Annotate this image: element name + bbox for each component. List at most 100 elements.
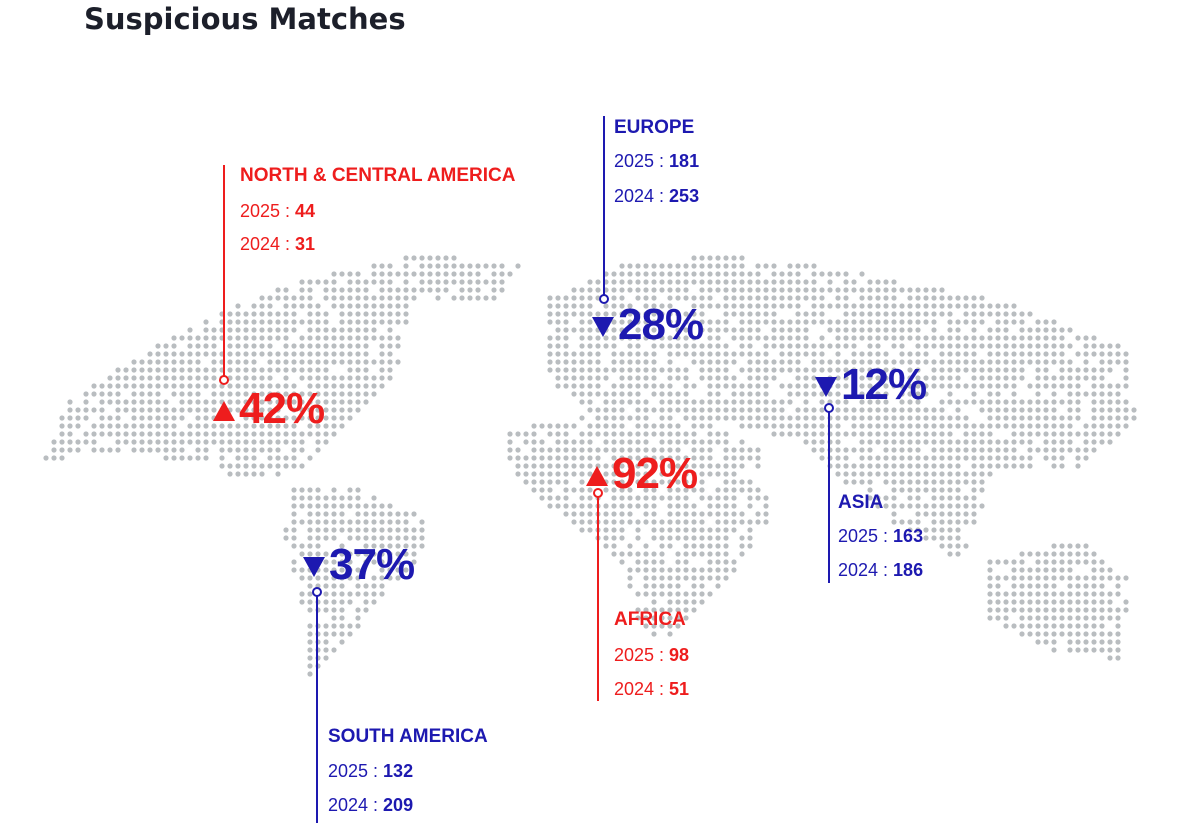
map-dot bbox=[627, 319, 633, 325]
map-dot bbox=[1083, 591, 1089, 597]
map-dot bbox=[291, 359, 297, 365]
map-dot bbox=[603, 423, 609, 429]
map-dot bbox=[507, 455, 513, 461]
map-dot bbox=[1051, 559, 1057, 565]
map-dot bbox=[899, 303, 905, 309]
map-dot bbox=[155, 431, 161, 437]
map-dot bbox=[843, 279, 849, 285]
map-dot bbox=[707, 327, 713, 333]
map-dot bbox=[691, 583, 697, 589]
map-dot bbox=[763, 503, 769, 509]
map-dot bbox=[419, 527, 425, 533]
map-dot bbox=[355, 367, 361, 373]
map-dot bbox=[659, 391, 665, 397]
map-dot bbox=[643, 447, 649, 453]
map-dot bbox=[963, 503, 969, 509]
map-dot bbox=[723, 271, 729, 277]
map-dot bbox=[1091, 367, 1097, 373]
map-dot bbox=[547, 479, 553, 485]
map-dot bbox=[123, 439, 129, 445]
map-dot bbox=[659, 607, 665, 613]
map-dot bbox=[1099, 415, 1105, 421]
map-dot bbox=[1067, 415, 1073, 421]
map-dot bbox=[451, 271, 457, 277]
map-dot bbox=[339, 543, 345, 549]
map-dot bbox=[811, 287, 817, 293]
map-dot bbox=[555, 327, 561, 333]
map-dot bbox=[683, 279, 689, 285]
map-dot bbox=[603, 543, 609, 549]
map-dot bbox=[555, 319, 561, 325]
map-dot bbox=[867, 407, 873, 413]
map-dot bbox=[875, 431, 881, 437]
map-dot bbox=[859, 367, 865, 373]
map-dot bbox=[1035, 623, 1041, 629]
map-dot bbox=[1099, 399, 1105, 405]
map-dot bbox=[771, 407, 777, 413]
map-dot bbox=[1123, 359, 1129, 365]
map-dot bbox=[419, 263, 425, 269]
map-dot bbox=[931, 343, 937, 349]
map-dot bbox=[291, 439, 297, 445]
map-dot bbox=[995, 423, 1001, 429]
map-dot bbox=[1107, 567, 1113, 573]
map-dot bbox=[427, 279, 433, 285]
map-dot bbox=[771, 311, 777, 317]
map-dot bbox=[115, 391, 121, 397]
map-dot bbox=[1059, 551, 1065, 557]
map-dot bbox=[347, 631, 353, 637]
map-dot bbox=[675, 527, 681, 533]
map-dot bbox=[651, 591, 657, 597]
map-dot bbox=[203, 423, 209, 429]
map-dot bbox=[171, 447, 177, 453]
map-dot bbox=[715, 431, 721, 437]
map-dot bbox=[195, 383, 201, 389]
map-dot bbox=[851, 383, 857, 389]
map-dot bbox=[1011, 623, 1017, 629]
map-dot bbox=[179, 407, 185, 413]
map-dot bbox=[331, 375, 337, 381]
map-dot bbox=[707, 463, 713, 469]
map-dot bbox=[875, 471, 881, 477]
map-dot bbox=[299, 591, 305, 597]
map-dot bbox=[1027, 575, 1033, 581]
map-dot bbox=[379, 287, 385, 293]
map-dot bbox=[1027, 383, 1033, 389]
map-dot bbox=[915, 423, 921, 429]
map-dot bbox=[371, 263, 377, 269]
map-dot bbox=[299, 407, 305, 413]
map-dot bbox=[1099, 407, 1105, 413]
map-dot bbox=[243, 455, 249, 461]
map-dot bbox=[691, 303, 697, 309]
map-dot bbox=[1035, 591, 1041, 597]
map-dot bbox=[659, 343, 665, 349]
map-dot bbox=[907, 351, 913, 357]
map-dot bbox=[731, 495, 737, 501]
map-dot bbox=[931, 415, 937, 421]
map-dot bbox=[1067, 399, 1073, 405]
map-dot bbox=[675, 439, 681, 445]
map-dot bbox=[563, 463, 569, 469]
map-dot bbox=[795, 375, 801, 381]
map-dot bbox=[1043, 319, 1049, 325]
map-dot bbox=[667, 607, 673, 613]
map-dot bbox=[739, 271, 745, 277]
map-dot bbox=[747, 407, 753, 413]
map-dot bbox=[771, 375, 777, 381]
map-dot bbox=[1003, 311, 1009, 317]
map-dot bbox=[363, 287, 369, 293]
map-dot bbox=[747, 271, 753, 277]
map-dot bbox=[571, 439, 577, 445]
map-dot bbox=[587, 519, 593, 525]
map-dot bbox=[691, 423, 697, 429]
map-dot bbox=[939, 399, 945, 405]
map-dot bbox=[675, 335, 681, 341]
map-dot bbox=[1091, 335, 1097, 341]
map-dot bbox=[979, 463, 985, 469]
map-dot bbox=[619, 495, 625, 501]
map-dot bbox=[667, 527, 673, 533]
map-dot bbox=[1091, 351, 1097, 357]
map-dot bbox=[1003, 375, 1009, 381]
map-dot bbox=[611, 295, 617, 301]
map-dot bbox=[763, 415, 769, 421]
